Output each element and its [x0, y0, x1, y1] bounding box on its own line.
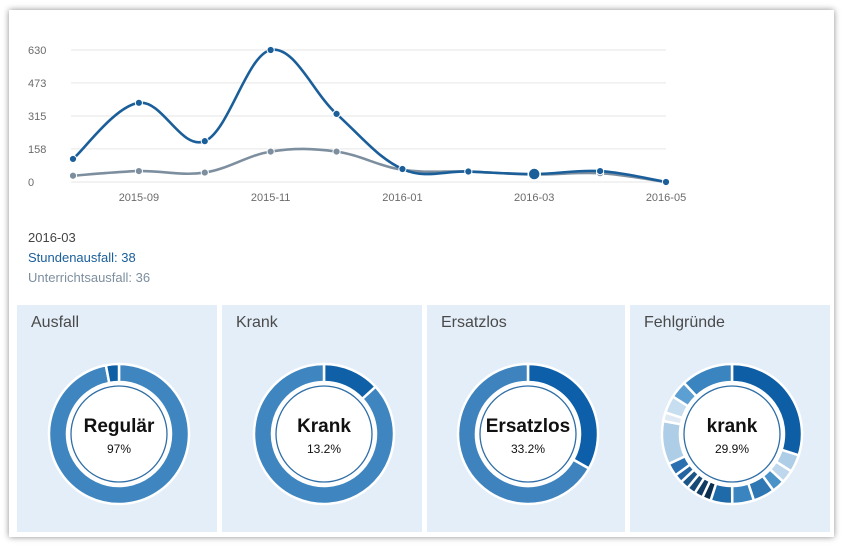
donut-inner-ring [479, 385, 577, 483]
donut-center-label: Krank [297, 416, 351, 437]
donut-center [68, 383, 170, 485]
panel-fehlgruende[interactable]: Fehlgründe krank 29.9% [630, 305, 830, 532]
data-point[interactable] [596, 167, 605, 176]
donut-center-value: 29.9% [715, 442, 749, 456]
panel-title-krank: Krank [236, 314, 278, 331]
data-point[interactable] [68, 154, 78, 164]
y-tick-label: 315 [28, 111, 46, 123]
panel-title-ausfall: Ausfall [31, 314, 80, 331]
donut-center-label: Regulär [84, 416, 155, 437]
donut-slice[interactable] [682, 362, 734, 398]
data-point[interactable] [527, 167, 541, 181]
data-point[interactable] [464, 167, 473, 176]
y-tick-label: 473 [28, 78, 46, 90]
x-tick-label: 2016-05 [646, 192, 686, 204]
data-point[interactable] [661, 177, 671, 187]
data-point[interactable] [266, 45, 275, 55]
x-tick-label: 2016-03 [514, 192, 554, 204]
donut-center-label: Ersatzlos [486, 416, 570, 437]
tooltip-date: 2016-03 [28, 230, 76, 245]
dashboard-frame: 0 158 315 473 630 2015-09 2015-11 2016-01 2016-0… [9, 10, 834, 537]
donut-inner-ring [275, 385, 373, 483]
chart-tooltip: 2016-03 Stundenausfall: 38 Unterrichtsau… [28, 228, 150, 288]
series-line-unterrichtsausfall[interactable] [72, 147, 667, 184]
panel-title-ersatzlos: Ersatzlos [441, 314, 507, 331]
donut-slice[interactable] [252, 362, 396, 506]
donut-center [681, 383, 783, 485]
donut-center-value: 97% [107, 442, 131, 456]
x-tick-label: 2016-01 [382, 192, 422, 204]
donut-krank[interactable]: Krank 13.2% [222, 305, 422, 532]
data-point[interactable] [332, 147, 341, 156]
panel-ersatzlos[interactable]: Ersatzlos Ersatzlos 33.2% [427, 305, 625, 532]
y-tick-label: 630 [28, 45, 46, 57]
donut-center-label: krank [707, 416, 758, 437]
donut-fehlgruende[interactable]: krank 29.9% [630, 305, 830, 532]
series-line-stundenausfall[interactable] [72, 48, 667, 184]
panel-krank[interactable]: Krank Krank 13.2% [222, 305, 422, 532]
donut-ersatzlos[interactable]: Ersatzlos 33.2% [427, 305, 625, 532]
x-tick-label: 2015-11 [251, 192, 291, 204]
y-tick-label: 158 [28, 144, 46, 156]
panel-ausfall[interactable]: Ausfall Regulär 97% [17, 305, 217, 532]
donut-inner-ring [70, 385, 168, 483]
donut-center [477, 383, 579, 485]
donut-inner-ring [683, 385, 781, 483]
data-point[interactable] [200, 137, 209, 146]
donut-slice[interactable] [456, 362, 591, 506]
tooltip-stundenausfall: Stundenausfall: 38 [28, 250, 136, 265]
data-point[interactable] [332, 109, 341, 119]
data-point[interactable] [266, 147, 275, 156]
data-point[interactable] [200, 168, 209, 177]
data-point[interactable] [134, 167, 143, 176]
donut-center [273, 383, 375, 485]
y-tick-label: 0 [28, 177, 34, 189]
line-chart[interactable]: 0 158 315 473 630 2015-09 2015-11 2016-01 2016-0… [9, 10, 834, 220]
x-tick-label: 2015-09 [119, 192, 159, 204]
donut-slice[interactable] [104, 362, 121, 385]
data-point[interactable] [68, 171, 78, 180]
data-point[interactable] [398, 164, 407, 174]
panel-title-fehlgruende: Fehlgründe [644, 314, 725, 331]
donut-center-value: 13.2% [307, 442, 341, 456]
donut-center-value: 33.2% [511, 442, 545, 456]
donut-ausfall[interactable]: Regulär 97% [17, 305, 217, 532]
tooltip-unterrichtsausfall: Unterrichtsausfall: 36 [28, 270, 151, 285]
data-point[interactable] [134, 98, 143, 107]
donut-slice[interactable] [47, 362, 191, 506]
